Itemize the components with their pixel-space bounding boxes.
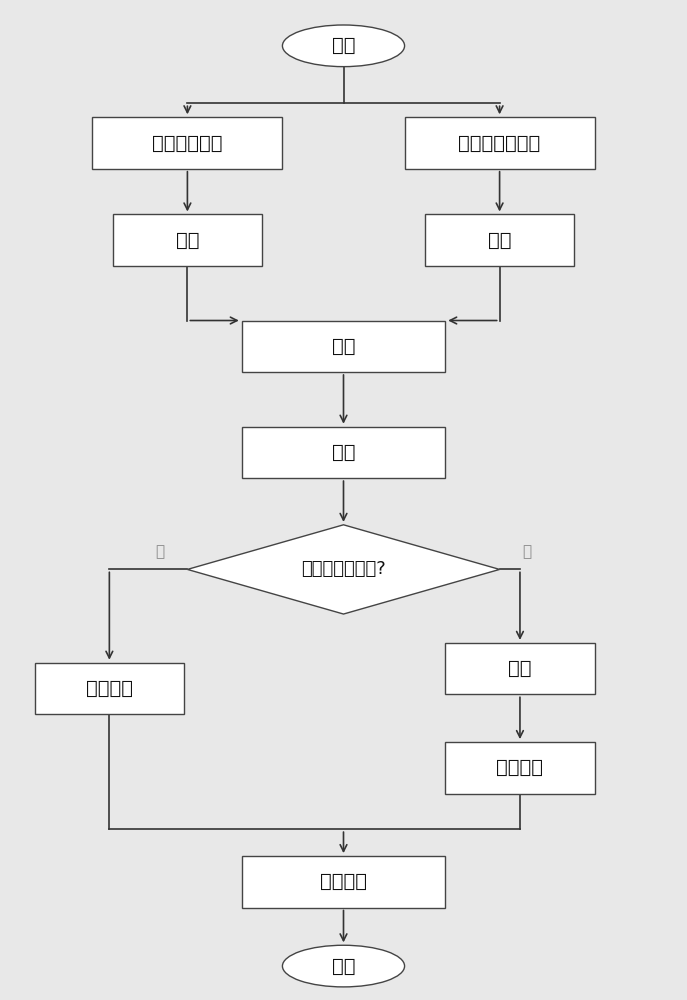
Text: 滤波: 滤波 [488, 231, 511, 250]
Text: 延迟: 延迟 [508, 659, 532, 678]
Text: 是: 是 [156, 544, 165, 559]
FancyBboxPatch shape [242, 427, 445, 478]
Text: 档位不变: 档位不变 [86, 679, 133, 698]
Ellipse shape [282, 25, 405, 67]
Text: 比值: 比值 [332, 337, 355, 356]
FancyBboxPatch shape [242, 321, 445, 372]
FancyBboxPatch shape [242, 856, 445, 908]
Ellipse shape [282, 945, 405, 987]
FancyBboxPatch shape [113, 214, 262, 266]
Text: 输出档位: 输出档位 [320, 872, 367, 891]
Text: 滤波: 滤波 [176, 231, 199, 250]
FancyBboxPatch shape [405, 117, 595, 169]
FancyBboxPatch shape [445, 742, 595, 794]
Text: 确定档位: 确定档位 [497, 758, 543, 777]
Text: 后轮转速信号: 后轮转速信号 [152, 133, 223, 152]
Polygon shape [188, 525, 499, 614]
Text: 查表: 查表 [332, 443, 355, 462]
FancyBboxPatch shape [35, 663, 184, 714]
Text: 发动机转速信号: 发动机转速信号 [458, 133, 541, 152]
FancyBboxPatch shape [445, 643, 595, 694]
FancyBboxPatch shape [92, 117, 282, 169]
Text: 结束: 结束 [332, 957, 355, 976]
Text: 与当前档位相符?: 与当前档位相符? [301, 560, 386, 578]
FancyBboxPatch shape [425, 214, 574, 266]
Text: 开始: 开始 [332, 36, 355, 55]
Text: 否: 否 [522, 544, 531, 559]
